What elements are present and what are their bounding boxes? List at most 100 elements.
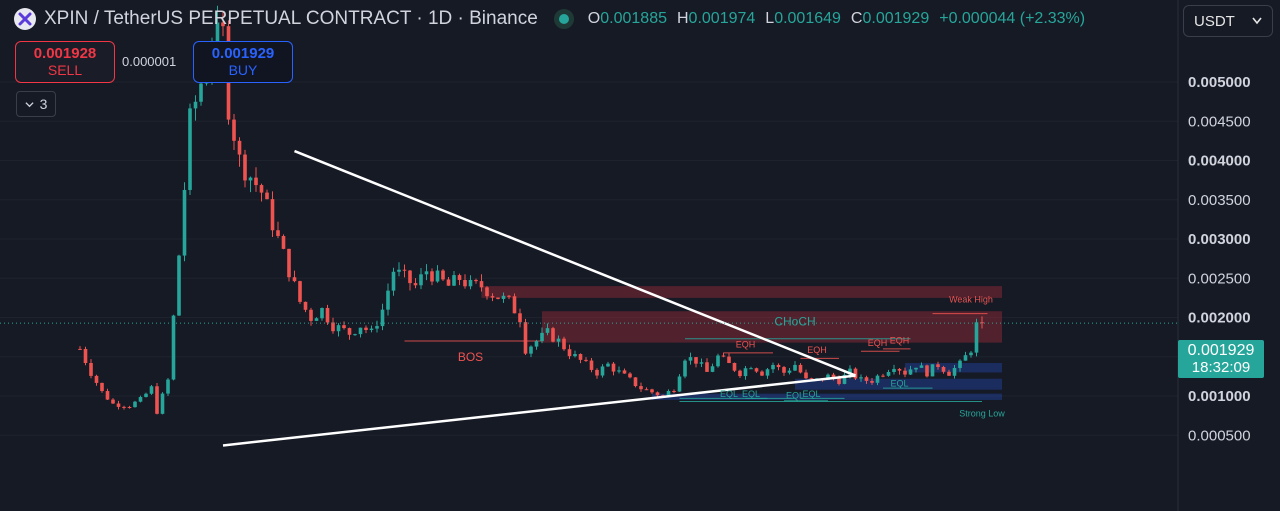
candle-body [595, 369, 599, 376]
price-tick-label: 0.002500 [1188, 270, 1251, 287]
ohlc-change: +0.000044 (+2.33%) [939, 10, 1086, 27]
candle-body [133, 401, 137, 408]
candle-body [848, 368, 852, 375]
candle-body [430, 271, 434, 282]
candle-body [842, 374, 847, 384]
candle-body [622, 370, 627, 374]
candle-body [529, 346, 533, 354]
candle-body [105, 391, 110, 400]
candle-body [831, 374, 836, 379]
candle-body [166, 379, 170, 394]
candle-body [584, 359, 588, 361]
level-label: Strong Low [959, 408, 1005, 418]
candle-body [688, 357, 693, 361]
price-tick-label: 0.004500 [1188, 113, 1251, 130]
candle-body [925, 365, 929, 377]
candle-body [699, 362, 704, 364]
candle-body [963, 355, 968, 361]
currency-select[interactable]: USDT [1183, 5, 1273, 37]
price-tick-label: 0.002000 [1188, 310, 1251, 327]
candle-body [468, 279, 473, 287]
candle-body [644, 389, 649, 391]
candle-body [760, 371, 764, 376]
candle-body [705, 362, 709, 372]
level-label: EQL [786, 390, 804, 400]
buy-button[interactable]: 0.001929 BUY [193, 41, 293, 83]
visibility-eye-icon[interactable] [553, 9, 574, 29]
candle-body [655, 392, 660, 396]
trendline[interactable] [294, 149, 856, 377]
level-label: EQH [868, 338, 888, 348]
ohlc-open-key: O [587, 10, 601, 27]
candle-body [452, 275, 456, 286]
xpin-logo-icon [14, 8, 36, 30]
candle-body [919, 365, 924, 368]
indicators-toggle-button[interactable]: 3 [16, 91, 56, 117]
bar-countdown: 18:32:09 [1191, 359, 1251, 376]
candle-body [435, 270, 440, 282]
candle-body [947, 371, 951, 376]
candle-body [474, 279, 478, 282]
candle-body [980, 322, 984, 324]
grid-lines [0, 81, 1178, 436]
symbol-title[interactable]: XPIN / TetherUS PERPETUAL CONTRACT · 1D … [44, 8, 538, 29]
candle-body [78, 348, 82, 350]
candle-body [232, 119, 236, 141]
candle-body [969, 352, 973, 356]
candle-body [738, 370, 742, 377]
candle-body [897, 368, 902, 371]
candle-body [116, 403, 121, 407]
candle-body [259, 185, 264, 193]
candle-body [501, 295, 506, 299]
level-label: EQL [742, 389, 760, 399]
candle-body [826, 374, 830, 381]
sell-button[interactable]: 0.001928 SELL [15, 41, 115, 83]
candle-body [89, 363, 93, 376]
candle-body [199, 83, 203, 102]
candle-body [149, 386, 154, 394]
candle-body [589, 360, 594, 370]
candle-body [551, 328, 555, 342]
candle-body [694, 357, 698, 364]
candle-body [782, 367, 786, 373]
trendlines[interactable] [222, 149, 856, 447]
candle-body [864, 377, 869, 381]
price-axis[interactable]: 0.005000 0.004500 0.004000 0.003500 0.003000… [1179, 0, 1280, 511]
level-label: EQL [802, 389, 820, 399]
candle-body [287, 248, 291, 278]
candle-body [485, 287, 489, 297]
candle-body [771, 364, 775, 370]
candle-body [155, 386, 159, 414]
indicators-count: 3 [39, 96, 48, 112]
candle-body [353, 334, 357, 336]
candle-body [320, 308, 324, 319]
price-tick-label: 0.001000 [1188, 388, 1251, 405]
candle-body [633, 377, 638, 387]
candle-body [716, 355, 720, 367]
candle-body [479, 281, 484, 288]
candle-body [292, 277, 297, 282]
candle-body [672, 391, 676, 393]
candle-body [193, 101, 198, 109]
candle-body [936, 364, 940, 368]
candle-body [424, 271, 429, 275]
candle-body [683, 360, 687, 377]
last-price-tag: 0.001929 18:32:09 [1178, 340, 1264, 378]
supply-zone [481, 286, 1002, 298]
candle-body [914, 367, 918, 370]
supply-zone [542, 311, 1002, 343]
candle-body [732, 363, 737, 371]
structure-levels [404, 313, 988, 402]
candle-body [171, 315, 176, 380]
level-label: CHoCH [774, 314, 815, 328]
candle-body [628, 373, 632, 378]
ohlc-readout: O0.001885 H0.001974 L0.001649 C0.001929 … [588, 10, 1085, 28]
sell-price: 0.001928 [33, 45, 97, 62]
candle-body [215, 22, 220, 51]
candles [78, 5, 984, 415]
candle-body [754, 368, 759, 372]
trendline[interactable] [222, 374, 856, 447]
level-label: Weak High [949, 295, 993, 305]
candle-body [144, 393, 148, 398]
